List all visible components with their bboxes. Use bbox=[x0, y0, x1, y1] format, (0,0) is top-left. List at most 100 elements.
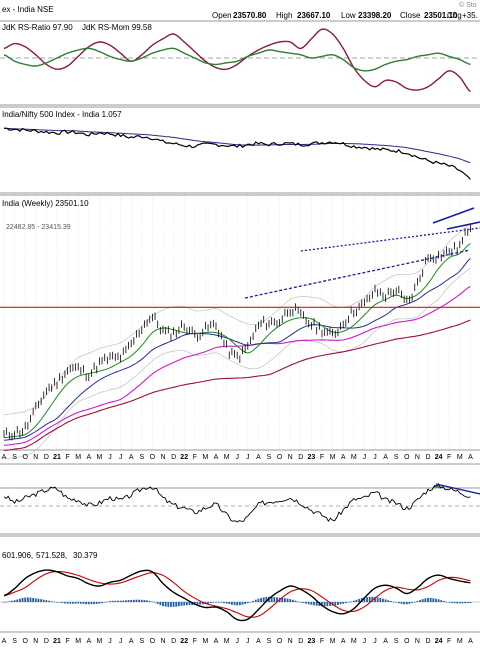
macd-legend-b: 571.528, bbox=[36, 551, 67, 560]
x-tick-label: A bbox=[383, 454, 388, 461]
macd-histogram-bar bbox=[464, 602, 466, 604]
macd-histogram-bar bbox=[74, 602, 77, 604]
rs-mom-legend: JdK RS-Mom 99.58 bbox=[82, 23, 152, 32]
macd-histogram-bar bbox=[125, 600, 127, 602]
macd-histogram-bar bbox=[384, 599, 387, 602]
macd-histogram-bar bbox=[437, 599, 440, 602]
macd-histogram-bar bbox=[42, 599, 45, 602]
macd-histogram-bar bbox=[58, 602, 61, 603]
macd-histogram-bar bbox=[21, 597, 24, 602]
x-tick-label: O bbox=[150, 454, 156, 461]
macd-histogram-bar bbox=[273, 597, 276, 602]
macd-histogram-bar bbox=[175, 602, 178, 607]
macd-histogram-bar bbox=[223, 602, 225, 604]
x-tick-label: N bbox=[160, 454, 165, 461]
x-tick-label: S bbox=[12, 454, 17, 461]
macd-histogram-bar bbox=[262, 597, 265, 602]
ma-legend: 22482.85 - 23415.39 bbox=[6, 224, 71, 231]
x-tick-label: J bbox=[363, 454, 367, 461]
macd-histogram-bar bbox=[29, 597, 32, 602]
macd-histogram-bar bbox=[11, 600, 13, 602]
x-tick-label: N bbox=[33, 454, 38, 461]
rs-ratio-legend: JdK RS-Ratio 97.90 bbox=[2, 23, 73, 32]
x-tick-label: 23 bbox=[308, 638, 316, 645]
macd-histogram-bar bbox=[236, 602, 239, 606]
x-tick-label: J bbox=[119, 454, 123, 461]
macd-histogram-bar bbox=[132, 599, 135, 602]
macd-histogram-bar bbox=[368, 596, 371, 602]
macd-histogram-bar bbox=[344, 602, 347, 604]
macd-histogram-bar bbox=[172, 602, 175, 607]
macd-histogram-bar bbox=[413, 601, 416, 603]
macd-histogram-bar bbox=[450, 602, 453, 603]
x-tick-label: O bbox=[22, 638, 28, 645]
macd-histogram-bar bbox=[448, 602, 451, 603]
x-tick-label: S bbox=[12, 638, 17, 645]
x-tick-label: J bbox=[108, 638, 112, 645]
macd-histogram-bar bbox=[37, 598, 40, 602]
x-tick-label: J bbox=[246, 454, 250, 461]
x-tick-label: S bbox=[394, 638, 399, 645]
macd-histogram-bar bbox=[140, 599, 143, 602]
macd-panel-frame bbox=[0, 535, 480, 633]
macd-histogram-bar bbox=[19, 598, 21, 602]
x-tick-label: A bbox=[129, 454, 134, 461]
x-tick-label: F bbox=[193, 454, 197, 461]
x-tick-label: D bbox=[425, 454, 430, 461]
x-tick-label: J bbox=[235, 638, 239, 645]
macd-histogram-bar bbox=[215, 602, 217, 603]
macd-histogram-bar bbox=[390, 601, 392, 602]
x-tick-label: F bbox=[193, 638, 197, 645]
x-tick-label: J bbox=[373, 638, 377, 645]
x-tick-label: A bbox=[86, 454, 91, 461]
macd-histogram-bar bbox=[440, 600, 443, 602]
x-tick-label: A bbox=[256, 638, 261, 645]
price-bars bbox=[3, 224, 471, 441]
macd-histogram-bar bbox=[130, 600, 133, 602]
macd-histogram-bar bbox=[466, 602, 469, 604]
macd-histogram-bar bbox=[395, 602, 398, 603]
x-tick-label: N bbox=[33, 638, 38, 645]
macd-histogram-bar bbox=[82, 602, 85, 604]
macd-histogram-bar bbox=[209, 602, 212, 604]
macd-histogram-bar bbox=[79, 602, 82, 604]
macd-histogram-bar bbox=[276, 597, 278, 602]
macd-histogram-bar bbox=[411, 602, 413, 603]
macd-histogram-bar bbox=[387, 600, 390, 602]
macd-histogram-bar bbox=[196, 602, 199, 605]
macd-histogram-bar bbox=[122, 600, 125, 602]
wedge-upper-line bbox=[432, 207, 475, 224]
x-tick-label: A bbox=[2, 454, 7, 461]
low-label: Low bbox=[341, 11, 356, 20]
macd-histogram-bar bbox=[371, 596, 374, 602]
close-label: Close bbox=[400, 11, 421, 20]
x-tick-label: A bbox=[383, 638, 388, 645]
macd-histogram-bar bbox=[159, 602, 162, 606]
ratio-legend: India/Nifty 500 Index - India 1.057 bbox=[2, 110, 122, 119]
x-tick-label: D bbox=[44, 638, 49, 645]
x-tick-label: J bbox=[119, 638, 123, 645]
upper-trendline bbox=[300, 227, 480, 252]
macd-histogram-bar bbox=[427, 597, 429, 602]
macd-histogram-bar bbox=[382, 598, 384, 602]
macd-histogram-bar bbox=[281, 597, 284, 602]
macd-histogram-bar bbox=[117, 600, 119, 602]
macd-histogram-bar bbox=[93, 602, 95, 605]
macd-histogram-bar bbox=[260, 598, 262, 602]
x-tick-label: A bbox=[86, 638, 91, 645]
x-tick-label: M bbox=[351, 454, 357, 461]
x-tick-label: F bbox=[65, 454, 69, 461]
rs-mom-line bbox=[3, 47, 471, 72]
chg-label: Chg bbox=[447, 11, 462, 20]
macd-histogram-bar bbox=[101, 602, 103, 604]
x-tick-label: J bbox=[246, 638, 250, 645]
macd-histogram-bar bbox=[456, 602, 459, 604]
x-tick-label: J bbox=[108, 454, 112, 461]
macd-histogram-bar bbox=[307, 602, 310, 605]
macd-histogram-bar bbox=[138, 599, 141, 602]
x-tick-label: A bbox=[2, 638, 7, 645]
macd-histogram-bar bbox=[334, 602, 337, 606]
x-tick-label: 24 bbox=[435, 454, 443, 461]
ratio-moving-average bbox=[3, 127, 471, 164]
